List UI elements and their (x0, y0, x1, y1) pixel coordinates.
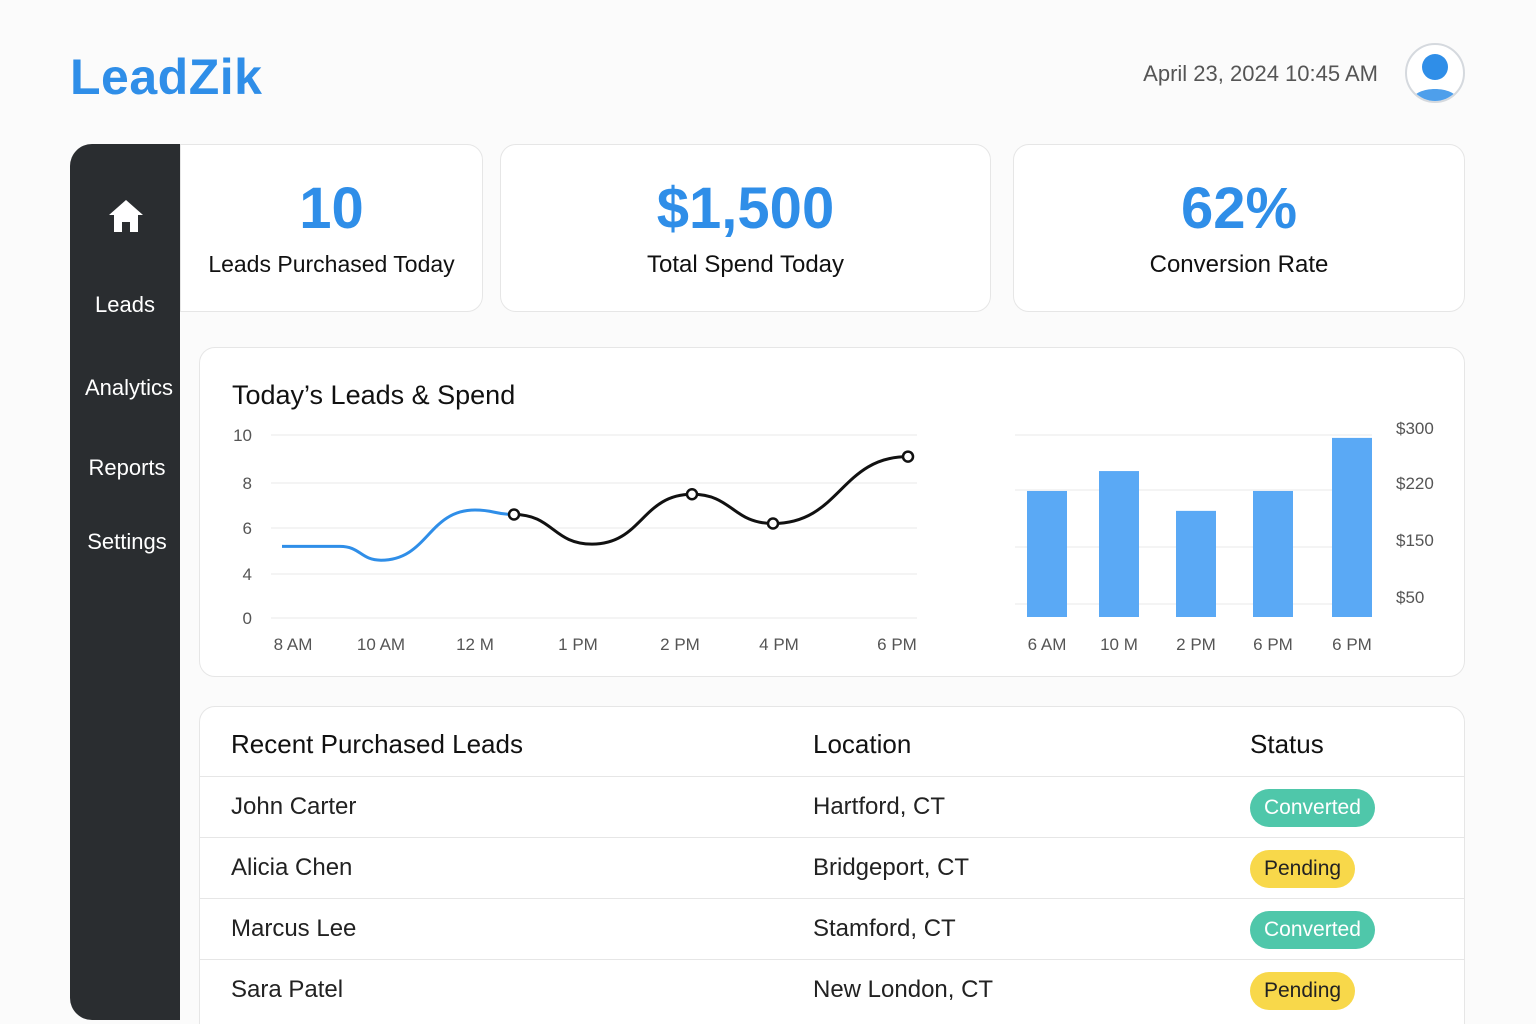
y-tick-label: $150 (1396, 531, 1434, 550)
x-tick-label: 2 PM (1176, 635, 1216, 654)
x-tick-label: 8 AM (274, 635, 313, 654)
x-tick-label: 10 AM (357, 635, 405, 654)
sidebar-item-settings[interactable]: Settings (87, 529, 167, 554)
y-tick-label: 4 (243, 565, 252, 584)
x-tick-label: 10 M (1100, 635, 1138, 654)
table-row[interactable]: Sara Patel New London, CT Pending (200, 959, 1464, 1020)
x-tick-label: 2 PM (660, 635, 700, 654)
status-badge: Converted (1250, 789, 1375, 827)
x-tick-label: 6 PM (877, 635, 917, 654)
column-header-location: Location (813, 729, 912, 759)
stat-value: 62% (1180, 176, 1298, 241)
y-tick-label: $300 (1396, 419, 1434, 438)
lead-location: Hartford, CT (813, 793, 946, 820)
recent-leads-table: Recent Purchased Leads Location Status J… (199, 706, 1465, 1024)
lead-name: Marcus Lee (231, 915, 357, 942)
sidebar-item-analytics[interactable]: Analytics (84, 375, 174, 400)
lead-location: Stamford, CT (813, 915, 956, 942)
status-badge: Converted (1250, 911, 1375, 949)
x-tick-label: 1 PM (558, 635, 598, 654)
home-icon[interactable] (106, 196, 146, 236)
stat-label: Leads Purchased Today (208, 251, 455, 277)
lead-location: New London, CT (813, 976, 994, 1003)
y-tick-label: 8 (243, 474, 252, 493)
leads-spend-chart: 10 8 6 4 0 8 AM 10 AM 12 M 1 PM 2 PM 4 PM 6 PM $300 $… (233, 419, 1434, 654)
stat-value: $1,500 (656, 176, 835, 241)
series-line-late (513, 455, 909, 546)
bar (1253, 490, 1293, 617)
data-point (901, 450, 915, 463)
column-header-name: Recent Purchased Leads (231, 729, 523, 759)
column-header-status: Status (1250, 729, 1324, 759)
sidebar: Leads Analytics Reports Settings (70, 144, 180, 1020)
bar (1027, 490, 1067, 617)
sidebar-item-leads[interactable]: Leads (95, 292, 155, 317)
table-row[interactable]: Alicia Chen Bridgeport, CT Pending (200, 837, 1464, 898)
sidebar-item-reports[interactable]: Reports (88, 455, 166, 480)
user-avatar[interactable] (1405, 43, 1465, 103)
lead-name: Alicia Chen (231, 854, 353, 881)
x-tick-label: 6 PM (1253, 635, 1293, 654)
data-point (507, 508, 521, 521)
y-tick-label: 0 (243, 609, 252, 628)
stat-card-leads: 10 Leads Purchased Today (180, 144, 483, 312)
bar (1176, 510, 1216, 617)
x-tick-label: 6 AM (1028, 635, 1067, 654)
y-tick-label: 6 (243, 519, 252, 538)
data-point (685, 488, 699, 501)
x-tick-label: 4 PM (759, 635, 799, 654)
lead-location: Bridgeport, CT (813, 854, 970, 881)
stat-card-spend: $1,500 Total Spend Today (500, 144, 991, 312)
bar (1099, 471, 1139, 617)
chart-title: Today’s Leads & Spend (232, 380, 516, 410)
series-line-early (282, 508, 515, 562)
status-badge: Pending (1250, 850, 1356, 888)
table-row[interactable]: John Carter Hartford, CT Converted (200, 776, 1464, 837)
stat-value: 10 (299, 176, 364, 241)
stat-label: Conversion Rate (1149, 251, 1329, 278)
bar (1332, 437, 1372, 617)
status-badge: Pending (1250, 972, 1356, 1010)
x-tick-label: 12 M (456, 635, 494, 654)
y-tick-label: $50 (1396, 588, 1424, 607)
stat-label: Total Spend Today (646, 251, 845, 278)
stat-card-conversion: 62% Conversion Rate (1013, 144, 1465, 312)
lead-name: Sara Patel (231, 976, 344, 1003)
app-logo[interactable]: LeadZik (70, 49, 263, 105)
current-datetime: April 23, 2024 10:45 AM (1143, 61, 1378, 86)
lead-name: John Carter (231, 793, 357, 820)
y-tick-label: $220 (1396, 474, 1434, 493)
table-row[interactable]: Marcus Lee Stamford, CT Converted (200, 898, 1464, 959)
user-icon (1411, 54, 1459, 101)
x-tick-label: 6 PM (1332, 635, 1372, 654)
data-point (766, 517, 780, 530)
chart-card: Today’s Leads & Spend 10 8 6 4 0 8 AM 10 AM 12 … (199, 347, 1465, 677)
y-tick-label: 10 (233, 426, 252, 445)
